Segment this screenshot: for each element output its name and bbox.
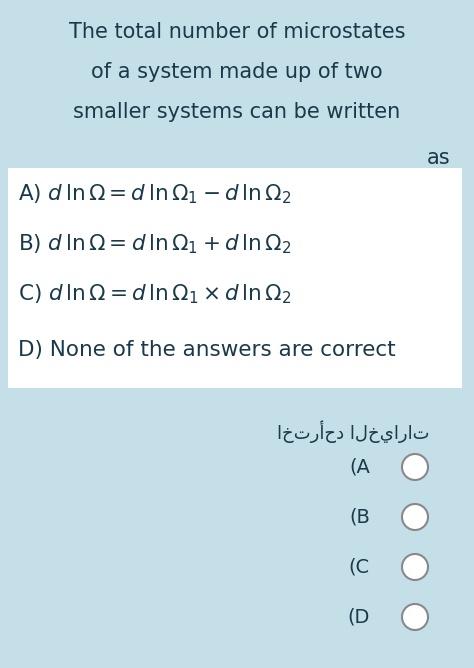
- Text: The total number of microstates: The total number of microstates: [69, 22, 405, 42]
- Text: (A: (A: [349, 458, 370, 476]
- Text: (C: (C: [349, 558, 370, 576]
- Text: D) None of the answers are correct: D) None of the answers are correct: [18, 340, 396, 360]
- Bar: [8, 168, 462, 388]
- Circle shape: [402, 604, 428, 630]
- Text: (D: (D: [347, 607, 370, 627]
- Text: of a system made up of two: of a system made up of two: [91, 62, 383, 82]
- Text: B) $d\,\ln\Omega = d\,\ln\Omega_1 + d\,\ln\Omega_2$: B) $d\,\ln\Omega = d\,\ln\Omega_1 + d\,\…: [18, 232, 292, 256]
- Circle shape: [402, 454, 428, 480]
- Text: A) $d\,\ln\Omega = d\,\ln\Omega_1 - d\,\ln\Omega_2$: A) $d\,\ln\Omega = d\,\ln\Omega_1 - d\,\…: [18, 182, 292, 206]
- Text: (B: (B: [349, 508, 370, 526]
- Circle shape: [402, 504, 428, 530]
- Text: اخترأحد الخيارات: اخترأحد الخيارات: [277, 420, 430, 443]
- Text: C) $d\,\ln\Omega = d\,\ln\Omega_1 \times d\,\ln\Omega_2$: C) $d\,\ln\Omega = d\,\ln\Omega_1 \times…: [18, 282, 292, 305]
- Text: as: as: [427, 148, 450, 168]
- Circle shape: [402, 554, 428, 580]
- Text: smaller systems can be written: smaller systems can be written: [73, 102, 401, 122]
